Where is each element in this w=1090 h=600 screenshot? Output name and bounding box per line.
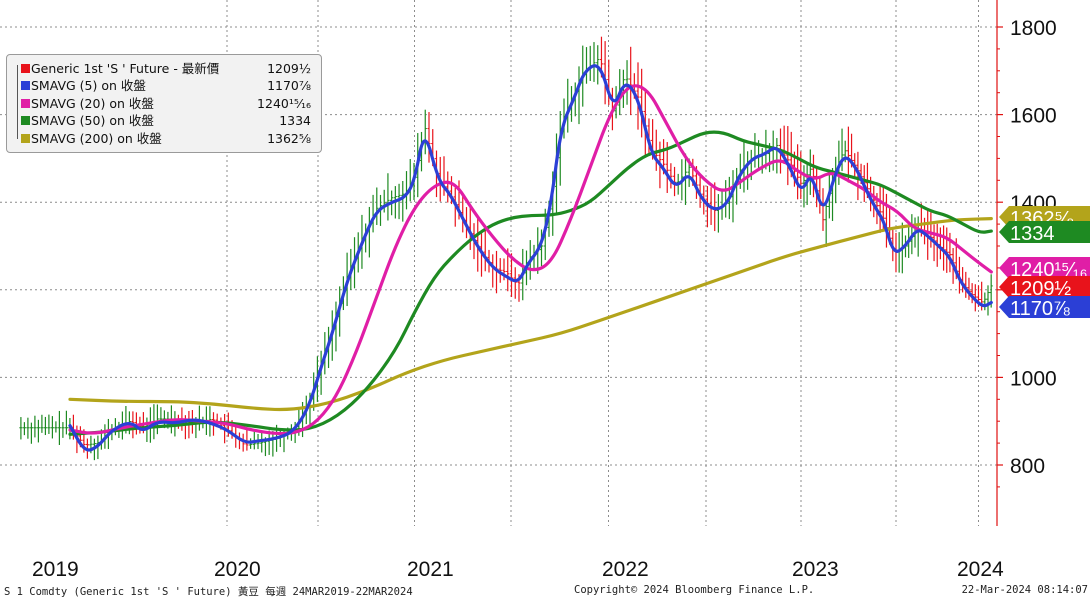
footer-timestamp: 22-Mar-2024 08:14:07 bbox=[961, 584, 1088, 596]
y-tick-label-800: 800 bbox=[1010, 455, 1045, 478]
x-year-label-2023: 2023 bbox=[792, 558, 839, 581]
legend-entry-sma20: SMAVG (20) on 收盤 1240¹⁵⁄₁₆ bbox=[15, 95, 315, 112]
legend-swatch-sma5 bbox=[21, 81, 30, 91]
legend-label-sma20: SMAVG (20) on 收盤 bbox=[31, 95, 154, 111]
footer-ticker: S 1 Comdty (Generic 1st 'S ' Future) 黃豆 … bbox=[4, 586, 413, 598]
legend-tree-line bbox=[17, 65, 24, 139]
legend-value-sma5: 1170⅞ bbox=[267, 78, 311, 94]
value-tag-text-4: 1170⅞ bbox=[1010, 298, 1070, 320]
moving-average-lines bbox=[68, 64, 993, 452]
legend-entry-sma50: SMAVG (50) on 收盤 1334 bbox=[15, 112, 315, 129]
y-tick-label-1800: 1800 bbox=[1010, 17, 1057, 40]
value-tag-bg-4 bbox=[999, 296, 1090, 318]
legend-entry-sma200: SMAVG (200) on 收盤 1362⅝ bbox=[15, 130, 315, 147]
x-year-label-2024: 2024 bbox=[957, 558, 1004, 581]
line-smavg-5- bbox=[68, 64, 993, 452]
line-smavg-20- bbox=[68, 84, 993, 436]
value-tag-bg-1 bbox=[999, 221, 1090, 243]
x-year-label-2020: 2020 bbox=[214, 558, 261, 581]
legend-label-sma5: SMAVG (5) on 收盤 bbox=[31, 78, 146, 94]
legend-value-sma20: 1240¹⁵⁄₁₆ bbox=[257, 95, 311, 111]
legend-value-price: 1209½ bbox=[267, 61, 311, 76]
value-tag-text-2: 1240¹⁵⁄₁₆ bbox=[1010, 259, 1088, 281]
x-year-label-2019: 2019 bbox=[32, 558, 79, 581]
value-tag-text-1: 1334 bbox=[1010, 223, 1055, 245]
legend-value-sma200: 1362⅝ bbox=[267, 130, 311, 146]
legend-value-sma50: 1334 bbox=[279, 113, 311, 129]
legend-swatch-sma50 bbox=[21, 116, 30, 126]
legend-swatch-sma200 bbox=[21, 133, 30, 143]
legend-label-sma50: SMAVG (50) on 收盤 bbox=[31, 113, 154, 129]
x-axis-labels: 2019 2020 2021 2022 2023 2024 bbox=[32, 558, 1004, 581]
line-smavg-200- bbox=[68, 217, 993, 412]
value-tag-bg-3 bbox=[999, 276, 1090, 298]
x-year-label-2021: 2021 bbox=[407, 558, 454, 581]
y-tick-label-1000: 1000 bbox=[1010, 367, 1057, 390]
chart-legend: Generic 1st 'S ' Future - 最新價 1209½ SMAV… bbox=[6, 54, 322, 153]
legend-swatch-price bbox=[21, 64, 30, 73]
x-year-label-2022: 2022 bbox=[602, 558, 649, 581]
legend-swatch-sma20 bbox=[21, 98, 30, 108]
legend-entry-price: Generic 1st 'S ' Future - 最新價 1209½ bbox=[15, 60, 315, 77]
legend-label-sma200: SMAVG (200) on 收盤 bbox=[31, 130, 162, 146]
value-tag-text-3: 1209½ bbox=[1010, 278, 1071, 300]
legend-label-price: Generic 1st 'S ' Future - 最新價 bbox=[31, 61, 220, 76]
legend-entry-sma5: SMAVG (5) on 收盤 1170⅞ bbox=[15, 77, 315, 94]
value-tag-bg-2 bbox=[999, 257, 1090, 279]
y-tick-label-1600: 1600 bbox=[1010, 105, 1057, 128]
line-smavg-50- bbox=[68, 130, 993, 436]
footer-copyright: Copyright© 2024 Bloomberg Finance L.P. bbox=[574, 584, 815, 596]
